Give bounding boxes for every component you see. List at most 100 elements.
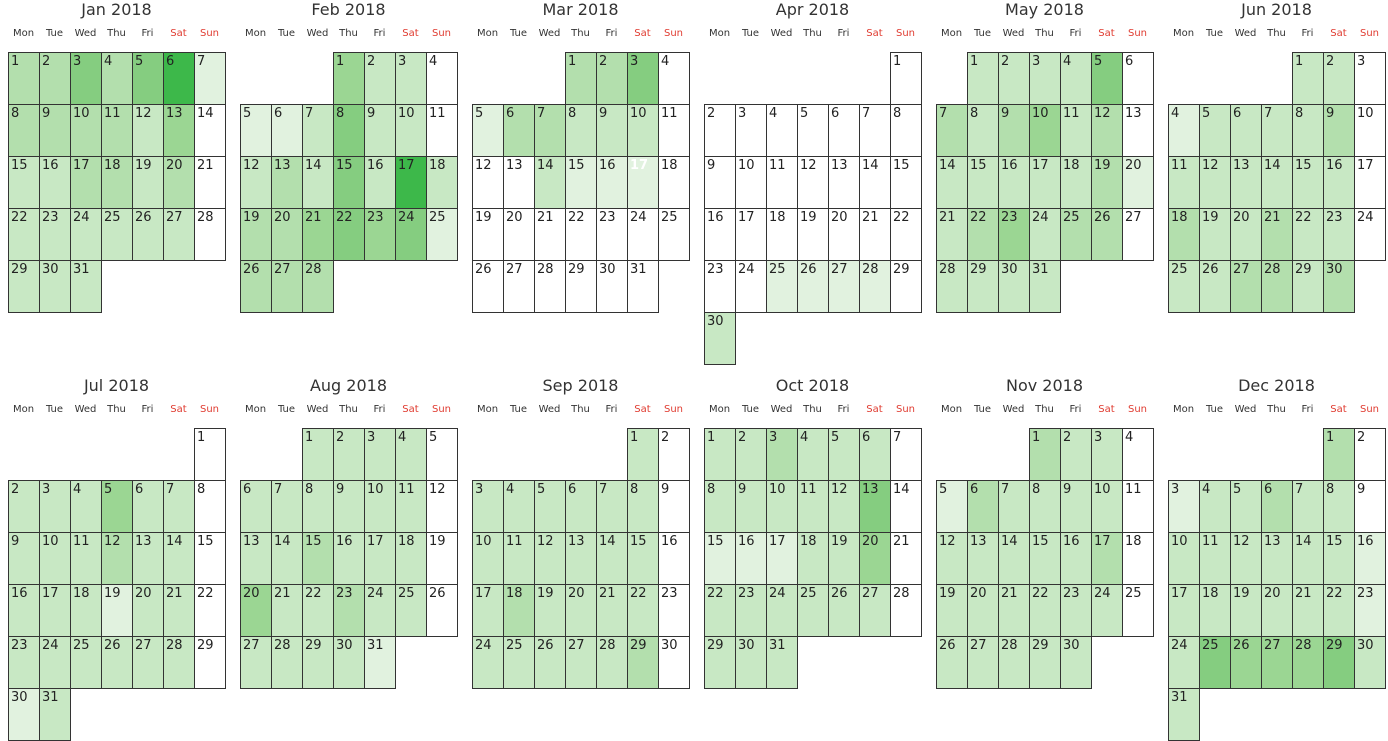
day-cell[interactable]: 12 bbox=[426, 480, 457, 532]
day-cell[interactable]: 6 bbox=[1261, 480, 1292, 532]
day-cell[interactable]: 31 bbox=[1029, 260, 1060, 312]
day-cell[interactable]: 26 bbox=[936, 636, 967, 688]
day-cell[interactable]: 7 bbox=[302, 104, 333, 156]
day-cell[interactable]: 11 bbox=[1122, 480, 1153, 532]
day-cell[interactable]: 1 bbox=[1029, 428, 1060, 480]
day-cell[interactable]: 17 bbox=[472, 584, 503, 636]
day-cell[interactable]: 17 bbox=[70, 156, 101, 208]
day-cell[interactable]: 6 bbox=[1230, 104, 1261, 156]
day-cell[interactable]: 11 bbox=[503, 532, 534, 584]
day-cell[interactable]: 15 bbox=[704, 532, 735, 584]
day-cell[interactable]: 20 bbox=[967, 584, 998, 636]
day-cell[interactable]: 29 bbox=[8, 260, 39, 312]
day-cell[interactable]: 30 bbox=[998, 260, 1029, 312]
day-cell[interactable]: 9 bbox=[1354, 480, 1385, 532]
day-cell[interactable]: 4 bbox=[1122, 428, 1153, 480]
day-cell[interactable]: 12 bbox=[828, 480, 859, 532]
day-cell[interactable]: 22 bbox=[627, 584, 658, 636]
day-cell[interactable]: 25 bbox=[1168, 260, 1199, 312]
day-cell[interactable]: 20 bbox=[828, 208, 859, 260]
day-cell[interactable]: 26 bbox=[828, 584, 859, 636]
day-cell[interactable]: 6 bbox=[271, 104, 302, 156]
day-cell[interactable]: 24 bbox=[1091, 584, 1122, 636]
day-cell[interactable]: 22 bbox=[333, 208, 364, 260]
day-cell[interactable]: 19 bbox=[1091, 156, 1122, 208]
day-cell[interactable]: 2 bbox=[998, 52, 1029, 104]
day-cell[interactable]: 23 bbox=[596, 208, 627, 260]
day-cell[interactable]: 10 bbox=[766, 480, 797, 532]
day-cell[interactable]: 22 bbox=[194, 584, 225, 636]
day-cell[interactable]: 24 bbox=[364, 584, 395, 636]
day-cell[interactable]: 13 bbox=[967, 532, 998, 584]
day-cell[interactable]: 7 bbox=[534, 104, 565, 156]
day-cell[interactable]: 5 bbox=[1230, 480, 1261, 532]
day-cell[interactable]: 25 bbox=[70, 636, 101, 688]
day-cell[interactable]: 16 bbox=[1354, 532, 1385, 584]
day-cell[interactable]: 23 bbox=[364, 208, 395, 260]
day-cell[interactable]: 23 bbox=[735, 584, 766, 636]
day-cell[interactable]: 20 bbox=[503, 208, 534, 260]
day-cell[interactable]: 18 bbox=[426, 156, 457, 208]
day-cell[interactable]: 19 bbox=[472, 208, 503, 260]
day-cell[interactable]: 3 bbox=[1029, 52, 1060, 104]
day-cell[interactable]: 5 bbox=[534, 480, 565, 532]
day-cell[interactable]: 11 bbox=[1168, 156, 1199, 208]
day-cell[interactable]: 9 bbox=[1323, 104, 1354, 156]
day-cell[interactable]: 25 bbox=[395, 584, 426, 636]
day-cell[interactable]: 12 bbox=[797, 156, 828, 208]
day-cell[interactable]: 8 bbox=[8, 104, 39, 156]
day-cell[interactable]: 5 bbox=[240, 104, 271, 156]
day-cell[interactable]: 3 bbox=[1354, 52, 1385, 104]
day-cell[interactable]: 5 bbox=[472, 104, 503, 156]
day-cell[interactable]: 7 bbox=[271, 480, 302, 532]
day-cell[interactable]: 29 bbox=[704, 636, 735, 688]
day-cell[interactable]: 5 bbox=[426, 428, 457, 480]
day-cell[interactable]: 29 bbox=[1323, 636, 1354, 688]
day-cell[interactable]: 1 bbox=[302, 428, 333, 480]
day-cell[interactable]: 19 bbox=[132, 156, 163, 208]
day-cell[interactable]: 28 bbox=[271, 636, 302, 688]
day-cell[interactable]: 5 bbox=[936, 480, 967, 532]
day-cell[interactable]: 30 bbox=[658, 636, 689, 688]
day-cell[interactable]: 4 bbox=[766, 104, 797, 156]
day-cell[interactable]: 18 bbox=[101, 156, 132, 208]
day-cell[interactable]: 25 bbox=[426, 208, 457, 260]
day-cell[interactable]: 27 bbox=[565, 636, 596, 688]
day-cell[interactable]: 3 bbox=[1091, 428, 1122, 480]
day-cell[interactable]: 25 bbox=[658, 208, 689, 260]
day-cell[interactable]: 2 bbox=[1323, 52, 1354, 104]
day-cell[interactable]: 22 bbox=[967, 208, 998, 260]
day-cell[interactable]: 19 bbox=[101, 584, 132, 636]
day-cell[interactable]: 25 bbox=[766, 260, 797, 312]
day-cell[interactable]: 30 bbox=[704, 312, 735, 364]
day-cell[interactable]: 23 bbox=[658, 584, 689, 636]
day-cell[interactable]: 12 bbox=[936, 532, 967, 584]
day-cell[interactable]: 9 bbox=[658, 480, 689, 532]
day-cell[interactable]: 29 bbox=[890, 260, 921, 312]
day-cell[interactable]: 9 bbox=[735, 480, 766, 532]
day-cell[interactable]: 16 bbox=[39, 156, 70, 208]
day-cell[interactable]: 26 bbox=[472, 260, 503, 312]
day-cell[interactable]: 2 bbox=[735, 428, 766, 480]
day-cell[interactable]: 3 bbox=[735, 104, 766, 156]
day-cell[interactable]: 7 bbox=[859, 104, 890, 156]
day-cell[interactable]: 2 bbox=[364, 52, 395, 104]
day-cell[interactable]: 7 bbox=[998, 480, 1029, 532]
day-cell[interactable]: 18 bbox=[1060, 156, 1091, 208]
day-cell[interactable]: 22 bbox=[1323, 584, 1354, 636]
day-cell[interactable]: 8 bbox=[967, 104, 998, 156]
day-cell[interactable]: 17 bbox=[627, 156, 658, 208]
day-cell[interactable]: 18 bbox=[70, 584, 101, 636]
day-cell[interactable]: 30 bbox=[1060, 636, 1091, 688]
day-cell[interactable]: 14 bbox=[890, 480, 921, 532]
day-cell[interactable]: 9 bbox=[596, 104, 627, 156]
day-cell[interactable]: 27 bbox=[967, 636, 998, 688]
day-cell[interactable]: 18 bbox=[1199, 584, 1230, 636]
day-cell[interactable]: 28 bbox=[859, 260, 890, 312]
day-cell[interactable]: 30 bbox=[39, 260, 70, 312]
day-cell[interactable]: 21 bbox=[271, 584, 302, 636]
day-cell[interactable]: 27 bbox=[240, 636, 271, 688]
day-cell[interactable]: 17 bbox=[1354, 156, 1385, 208]
day-cell[interactable]: 27 bbox=[503, 260, 534, 312]
day-cell[interactable]: 22 bbox=[8, 208, 39, 260]
